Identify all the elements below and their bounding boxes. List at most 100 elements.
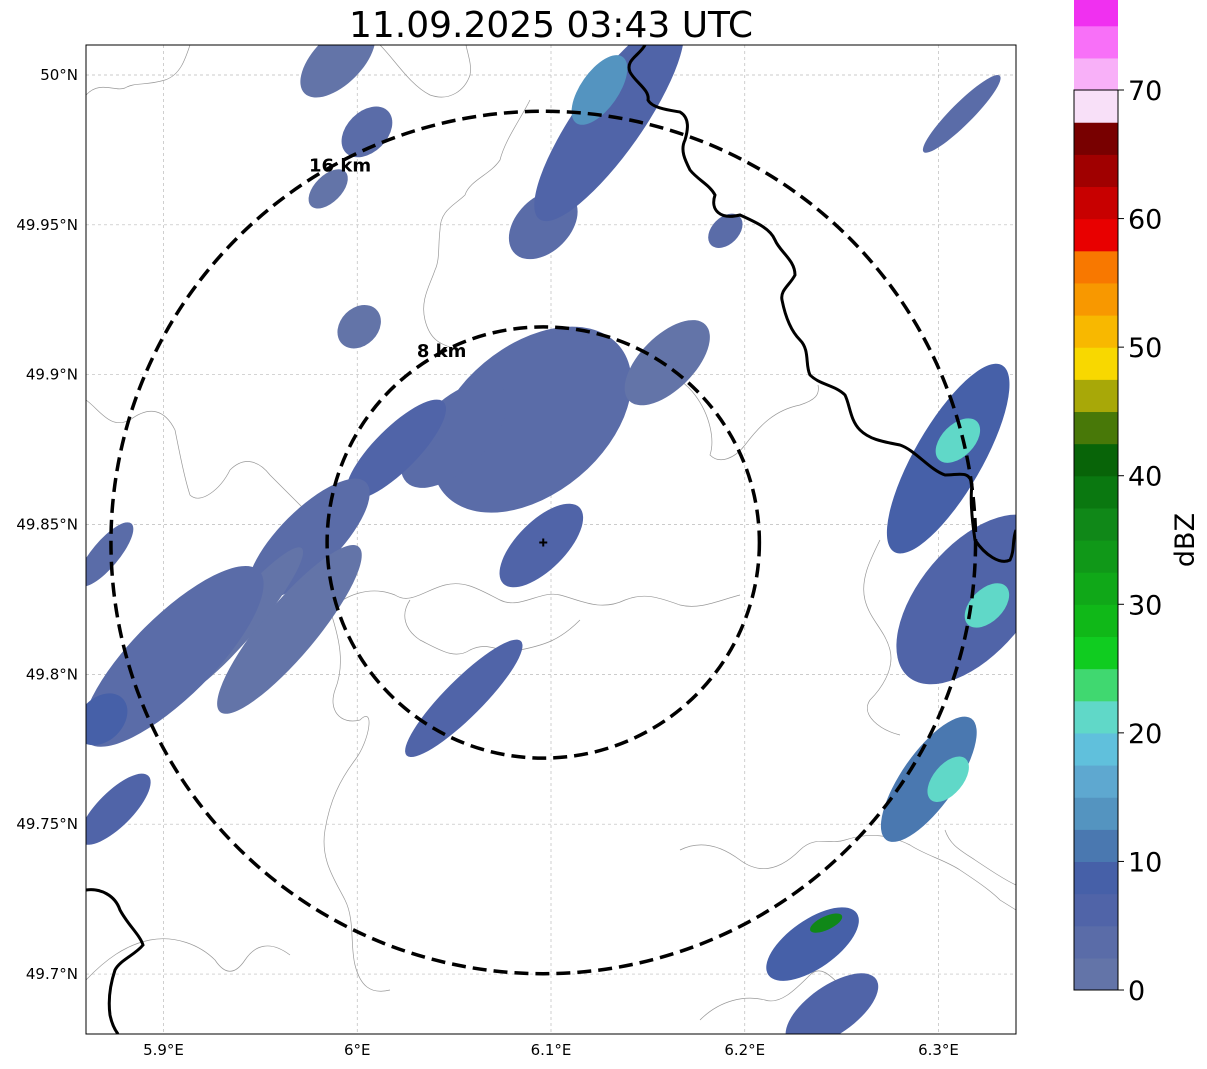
admin-boundary-line [86, 938, 291, 981]
colorbar-tick-label: 10 [1128, 847, 1162, 878]
colorbar-tick-label: 0 [1128, 976, 1145, 1007]
echo-cell [400, 381, 508, 488]
echo-cell [217, 545, 362, 714]
range-ring-label: 16 km [309, 156, 371, 177]
echo-cell [86, 693, 128, 746]
echo-cell [785, 973, 879, 1034]
y-tick-label: 49.7°N [26, 965, 78, 983]
colorbar-segment [1074, 347, 1118, 380]
colorbar-segment [1074, 475, 1118, 509]
reflectivity-echoes [86, 45, 1016, 1034]
map-area: 8 km 16 km [85, 44, 1017, 1035]
admin-boundary-line [379, 45, 471, 98]
echo-cell [308, 169, 348, 209]
echo-cell [880, 716, 977, 842]
echo-cell [499, 503, 584, 588]
x-tick-label: 6.3°E [918, 1041, 959, 1059]
colorbar-segment [1074, 797, 1118, 830]
colorbar-tick-label: 30 [1128, 590, 1162, 621]
admin-boundary-line [863, 539, 901, 736]
colorbar-segment [1074, 636, 1118, 670]
echo-cell [571, 55, 628, 125]
colorbar-segment [1074, 893, 1118, 927]
echo-cell [708, 213, 743, 248]
axis-ticks: 5.9°E 6°E 6.1°E 6.2°E 6.3°E 49.7°N 49.75°N 49.8… [16, 66, 959, 1059]
admin-boundary-line [944, 829, 1016, 886]
echo-cell [345, 399, 447, 500]
colorbar-segment [1074, 507, 1118, 541]
echo-cell [567, 337, 612, 382]
admin-boundary-line [329, 583, 741, 611]
y-tick-label: 49.8°N [26, 665, 78, 683]
y-tick-label: 49.9°N [26, 366, 78, 384]
colorbar-segment [1074, 668, 1118, 702]
colorbar-segment [1074, 57, 1118, 91]
colorbar-segment [1074, 154, 1118, 188]
colorbar-segment [1074, 379, 1118, 413]
colorbar-tick-label: 50 [1128, 333, 1162, 364]
x-tick-label: 6.2°E [724, 1041, 765, 1059]
colorbar-segment [1074, 25, 1118, 59]
colorbar-segment [1074, 122, 1118, 155]
colorbar-segment [1074, 0, 1118, 27]
echo-cell [341, 106, 393, 158]
echo-cell [86, 522, 134, 587]
echo-cell [86, 773, 151, 845]
echo-cell [86, 565, 264, 747]
colorbar-segment [1074, 700, 1118, 734]
colorbar-segment [1074, 861, 1118, 895]
range-rings-layer: 8 km 16 km [109, 109, 978, 976]
colorbar: 0 10 20 30 40 50 60 70 dBZ [1073, 0, 1201, 1007]
colorbar-frame [1073, 89, 1119, 991]
colorbar-segment [1074, 90, 1118, 123]
colorbar-segment [1074, 604, 1118, 638]
map-frame [85, 44, 1017, 1035]
admin-boundary-line [679, 835, 1016, 911]
admin-boundary-line [423, 99, 531, 351]
country-border-line [86, 888, 145, 1034]
colorbar-segment [1074, 218, 1118, 252]
colorbar-tick-label: 60 [1128, 205, 1162, 236]
echo-cell [624, 320, 710, 406]
y-tick-label: 49.95°N [16, 216, 78, 234]
echo-cell [927, 756, 969, 802]
y-tick-label: 49.75°N [16, 815, 78, 833]
colorbar-segment [1074, 925, 1118, 959]
colorbar-tick-label: 20 [1128, 719, 1162, 750]
y-tick-label: 50°N [40, 66, 78, 84]
colorbar-segment [1074, 765, 1118, 798]
x-tick-label: 6.1°E [531, 1041, 572, 1059]
colorbar-segment [1074, 443, 1118, 477]
echo-cell [300, 45, 376, 98]
admin-boundary-line [86, 45, 191, 96]
admin-boundary-line [699, 970, 841, 1021]
colorbar-segment [1074, 540, 1118, 573]
range-ring [325, 325, 762, 760]
admin-boundary-line [404, 599, 581, 655]
echo-cell [964, 583, 1010, 628]
admin-boundaries [86, 45, 1016, 1021]
echo-cell [337, 304, 381, 349]
colorbar-segment [1074, 250, 1118, 284]
y-tick-label: 49.85°N [16, 516, 78, 534]
map-title: 11.09.2025 03:43 UTC [348, 5, 754, 46]
colorbar-tick-label: 70 [1128, 76, 1162, 107]
colorbar-segment [1074, 732, 1118, 766]
x-tick-label: 5.9°E [143, 1041, 184, 1059]
colorbar-tick-label: 40 [1128, 462, 1162, 493]
admin-boundary-line [639, 359, 819, 461]
radar-site-layer [539, 538, 548, 547]
range-ring-label: 8 km [417, 341, 467, 362]
colorbar-segment [1074, 411, 1118, 445]
echo-cell [766, 907, 859, 981]
colorbar-segment [1074, 829, 1118, 863]
colorbar-segment [1074, 957, 1118, 990]
echo-cell [534, 45, 684, 222]
country-border-line [627, 45, 1016, 563]
colorbar-label: dBZ [1170, 513, 1201, 567]
echo-cell [809, 913, 843, 933]
country-borders [86, 45, 1016, 1034]
colorbar-segment [1074, 282, 1118, 316]
colorbar-segment [1074, 572, 1118, 605]
